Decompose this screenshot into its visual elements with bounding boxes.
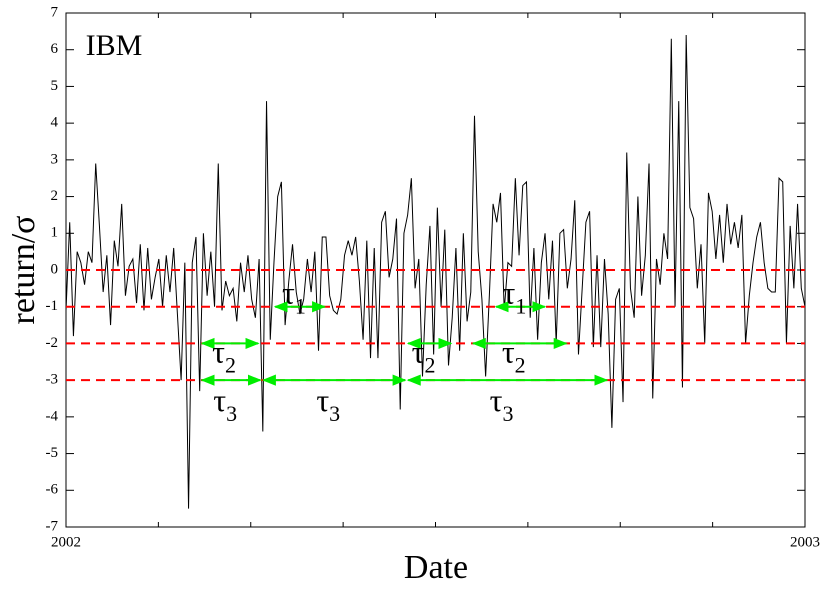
interval-label: τ2 bbox=[412, 334, 436, 378]
x-tick-label: 2003 bbox=[790, 534, 820, 550]
y-tick-label: 7 bbox=[51, 4, 59, 20]
y-tick-label: -4 bbox=[46, 408, 59, 424]
y-tick-label: 1 bbox=[51, 225, 59, 241]
x-axis-label: Date bbox=[404, 549, 468, 586]
y-tick-label: 3 bbox=[51, 151, 59, 167]
annotation: IBM bbox=[86, 29, 143, 62]
x-tick-label: 2002 bbox=[51, 534, 81, 550]
interval-symbol: τ bbox=[282, 275, 295, 311]
interval-symbol: τ bbox=[412, 334, 425, 370]
interval-label: τ3 bbox=[316, 382, 340, 426]
interval-subscript: 3 bbox=[226, 401, 237, 426]
y-tick-label: 5 bbox=[51, 78, 59, 94]
y-tick-label: -2 bbox=[46, 335, 59, 351]
interval-subscript: 3 bbox=[502, 401, 513, 426]
interval-label: τ1 bbox=[282, 275, 306, 319]
interval-subscript: 1 bbox=[295, 294, 306, 319]
y-tick-label: 6 bbox=[51, 41, 59, 57]
interval-symbol: τ bbox=[502, 334, 515, 370]
interval-symbol: τ bbox=[490, 382, 503, 418]
y-tick-label: -1 bbox=[46, 298, 59, 314]
y-tick-label: -5 bbox=[46, 445, 59, 461]
interval-symbol: τ bbox=[503, 275, 516, 311]
interval-label: τ3 bbox=[213, 382, 237, 426]
y-tick-label: 4 bbox=[51, 115, 59, 131]
interval-symbol: τ bbox=[213, 382, 226, 418]
interval-subscript: 2 bbox=[515, 352, 526, 377]
interval-subscript: 3 bbox=[329, 401, 340, 426]
interval-subscript: 2 bbox=[225, 352, 236, 377]
interval-label: τ2 bbox=[212, 334, 236, 378]
y-tick-label: -3 bbox=[46, 372, 59, 388]
y-tick-label: 2 bbox=[51, 188, 59, 204]
y-tick-label: 0 bbox=[51, 261, 59, 277]
interval-subscript: 2 bbox=[425, 352, 436, 377]
interval-subscript: 1 bbox=[515, 294, 526, 319]
interval-symbol: τ bbox=[212, 334, 225, 370]
y-tick-label: -6 bbox=[46, 482, 59, 498]
y-tick-label: -7 bbox=[46, 518, 59, 534]
series-line bbox=[65, 35, 806, 509]
y-axis-label: return/σ bbox=[5, 216, 42, 325]
interval-label: τ3 bbox=[490, 382, 514, 426]
interval-label: τ1 bbox=[503, 275, 527, 319]
interval-symbol: τ bbox=[316, 382, 329, 418]
interval-label: τ2 bbox=[502, 334, 526, 378]
